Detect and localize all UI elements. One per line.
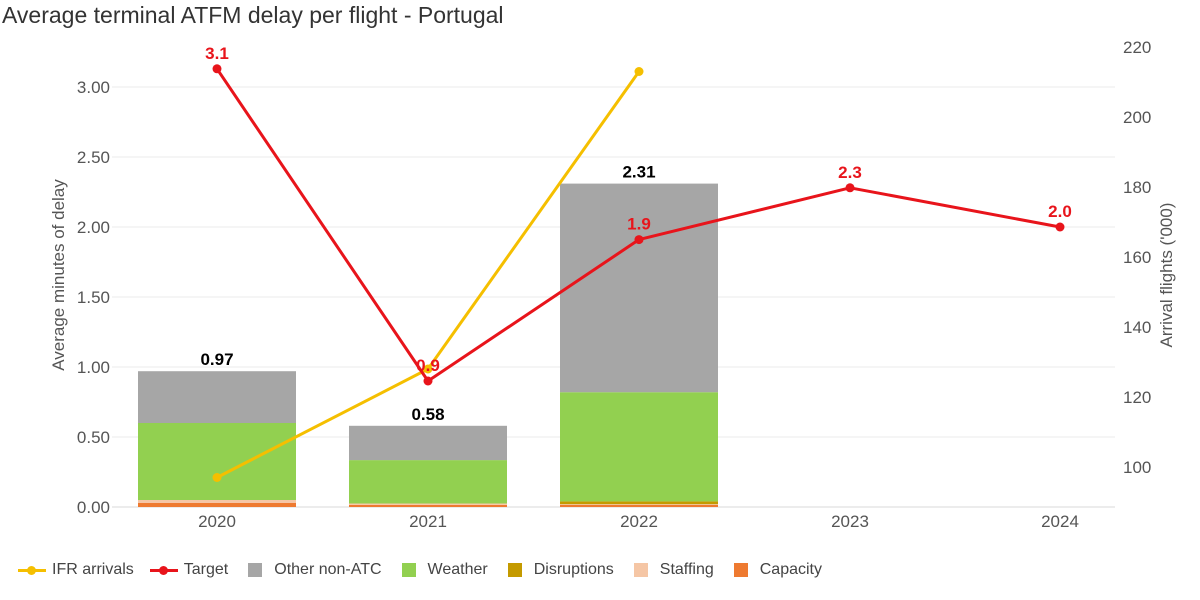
- y2-tick-label: 120: [1123, 388, 1151, 407]
- target-point: [423, 376, 433, 386]
- y-tick-label: 3.00: [77, 78, 110, 97]
- x-tick-label: 2022: [620, 512, 658, 531]
- y-tick-label: 2.50: [77, 148, 110, 167]
- bar-other-non-atc: [560, 183, 718, 393]
- target-point: [634, 235, 644, 245]
- bar-disruptions: [560, 501, 718, 505]
- axes: 0.00 0.50 1.00 1.50 2.00 2.50 3.00 100 120 140 160…: [49, 38, 1176, 531]
- data-labels: 0.97 0.58 2.31 3.1 0.9 1.9 2.3 2.0: [200, 44, 1071, 424]
- target-point: [1055, 222, 1065, 232]
- target-point: [212, 64, 222, 74]
- bar-capacity: [349, 504, 507, 507]
- y2-tick-label: 140: [1123, 318, 1151, 337]
- target-data-label: 2.3: [838, 163, 862, 182]
- legend-label: Capacity: [759, 561, 822, 578]
- legend-swatch: [507, 563, 522, 577]
- legend-label: Weather: [427, 561, 488, 578]
- legend-item-capacity: Capacity: [730, 561, 822, 579]
- target-data-label: 2.0: [1048, 202, 1072, 221]
- bar-capacity: [560, 504, 718, 507]
- y2-axis-title: Arrival flights ('000): [1157, 203, 1176, 348]
- lines: [212, 64, 1065, 482]
- target-data-label: 3.1: [205, 44, 229, 63]
- bar-weather: [349, 460, 507, 504]
- bar-weather: [138, 423, 296, 500]
- ifr-arrivals-point: [634, 67, 644, 76]
- y-tick-label: 2.00: [77, 218, 110, 237]
- legend-item-disruptions: Disruptions: [504, 561, 614, 579]
- y2-tick-label: 100: [1123, 458, 1151, 477]
- ifr-arrivals-point: [212, 473, 222, 482]
- legend-swatch: [633, 563, 648, 577]
- legend-swatch: [149, 565, 178, 575]
- y-tick-label: 0.00: [77, 498, 110, 517]
- y2-tick-label: 200: [1123, 108, 1151, 127]
- legend-label: IFR arrivals: [52, 561, 134, 578]
- bar-other-non-atc: [349, 425, 507, 461]
- y-tick-label: 0.50: [77, 428, 110, 447]
- ifr-arrivals-point: [423, 364, 433, 374]
- legend-item-other-non-atc: Other non-ATC: [244, 561, 382, 579]
- bar-total-label: 0.97: [200, 350, 233, 369]
- target-data-label: 1.9: [627, 215, 651, 234]
- y-tick-label: 1.00: [77, 358, 110, 377]
- legend-label: Staffing: [659, 561, 714, 578]
- bar-other-non-atc: [138, 371, 296, 423]
- y2-tick-label: 180: [1123, 178, 1151, 197]
- bar-total-label: 2.31: [622, 163, 655, 182]
- y2-tick-label: 160: [1123, 248, 1151, 267]
- bars: [138, 183, 718, 507]
- legend-item-staffing: Staffing: [630, 561, 714, 579]
- bar-total-label: 0.58: [411, 405, 444, 424]
- target-point: [845, 183, 855, 193]
- bar-capacity: [138, 502, 296, 507]
- legend-swatch: [401, 563, 416, 577]
- x-tick-label: 2021: [409, 512, 447, 531]
- legend-item-weather: Weather: [398, 561, 488, 579]
- bar-staffing: [349, 503, 507, 505]
- y-tick-label: 1.50: [77, 288, 110, 307]
- x-tick-label: 2020: [198, 512, 236, 531]
- legend-swatch: [248, 563, 263, 577]
- y-axis-title: Average minutes of delay: [49, 179, 68, 371]
- legend-swatch: [18, 565, 46, 575]
- bar-staffing: [560, 504, 718, 505]
- target-data-label: 0.9: [416, 356, 440, 375]
- legend-item-target: Target: [149, 561, 229, 579]
- legend-item-ifr-arrivals: IFR arrivals: [18, 561, 134, 579]
- x-tick-label: 2024: [1041, 512, 1079, 531]
- legend-swatch: [733, 563, 748, 577]
- chart-title: Average terminal ATFM delay per flight -…: [2, 2, 504, 28]
- bar-staffing: [138, 500, 296, 503]
- x-tick-label: 2023: [831, 512, 869, 531]
- legend-label: Other non-ATC: [274, 561, 382, 578]
- legend-label: Disruptions: [533, 561, 614, 578]
- legend-label: Target: [183, 561, 229, 578]
- y2-tick-label: 220: [1123, 38, 1151, 57]
- bar-weather: [560, 392, 718, 502]
- legend: IFR arrivals Target Other non-ATC Weather Di…: [18, 561, 838, 579]
